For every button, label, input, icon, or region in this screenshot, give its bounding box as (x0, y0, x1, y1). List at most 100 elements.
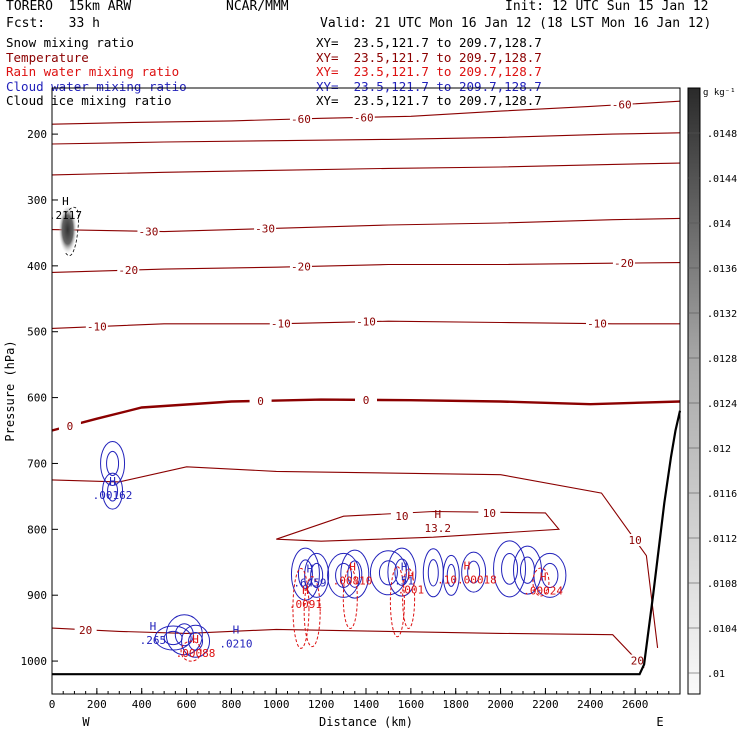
x-tick-label: 2200 (532, 698, 559, 711)
cloud-water-contour (100, 440, 126, 486)
cloud-water-contour (512, 545, 542, 595)
cloud-water-contour (427, 559, 439, 587)
cloud-water-contour (165, 614, 203, 656)
cloud-water-contour (442, 554, 460, 596)
isotherm-line (51, 262, 681, 273)
y-tick-label: 700 (27, 457, 47, 470)
x-tick-label: 400 (132, 698, 152, 711)
init-time: Init: 12 UTC Sun 15 Jan 12 (505, 0, 709, 14)
extremum-marker: H (302, 584, 309, 597)
extremum-value: .6459 (293, 577, 326, 590)
rain-water-contour (402, 567, 416, 629)
isotherm-label: 0 (363, 394, 370, 407)
cloud-water-contour (467, 560, 481, 584)
cloud-water-contour (107, 480, 119, 502)
isotherm-label: -30 (139, 225, 159, 238)
plot-frame (51, 87, 681, 695)
isotherm-label: -10 (271, 318, 291, 331)
x-tick-label: 1000 (263, 698, 290, 711)
west-label: W (82, 715, 90, 729)
forecast-hour: Fcst: 33 h (6, 16, 100, 31)
legend-xy: XY= 23.5,121.7 to 209.7,128.7 (316, 49, 542, 65)
extremum-value: .00810 (333, 575, 373, 588)
org-label: NCAR/MMM (226, 0, 289, 14)
isotherm-label: -10 (587, 318, 607, 331)
isotherm-label-bg (289, 260, 312, 273)
isotherm-label-bg (626, 654, 649, 667)
legend-xy: XY= 23.5,121.7 to 209.7,128.7 (316, 93, 542, 108)
snow-contour (65, 206, 79, 256)
colorbar-tick-label: .0136 (707, 264, 737, 275)
rain-water-contour (180, 640, 202, 662)
colorbar-tick-label: .0116 (707, 489, 737, 500)
isotherm-label-bg (254, 222, 277, 235)
isotherm-line (276, 510, 561, 542)
extremum-marker: H (192, 633, 199, 646)
extremum-marker: H (62, 195, 69, 208)
isotherm-label-bg (58, 419, 81, 432)
isotherm-label-bg (355, 315, 377, 328)
extremum-value: .001 (398, 583, 425, 596)
cloud-water-contour (501, 552, 519, 585)
extremum-marker: H (307, 563, 314, 576)
colorbar-tick-label: .0124 (707, 399, 737, 410)
x-tick-label: 1200 (308, 698, 335, 711)
rain-water-contour (303, 576, 321, 648)
colorbar (687, 87, 701, 695)
cloud-water-contour (394, 558, 410, 586)
isotherm-line (51, 398, 681, 432)
cloud-water-contour (387, 547, 417, 597)
y-tick-label: 400 (27, 260, 47, 273)
cloud-water-contour (174, 623, 194, 647)
isotherm-label-bg (478, 506, 501, 519)
isotherm-label: 0 (67, 420, 74, 433)
isotherm-label: -30 (255, 223, 275, 236)
colorbar-tick-label: .0132 (707, 309, 737, 320)
colorbar-tick-label: .0108 (707, 579, 737, 590)
cloud-water-contour (188, 632, 204, 651)
isotherm-label-bg (269, 317, 292, 330)
cloud-water-contour (327, 552, 361, 598)
extremum-value: .00162 (93, 489, 133, 502)
isotherm-label: -10 (87, 321, 107, 334)
cloud-water-contour (181, 624, 211, 658)
colorbar-unit: g kg⁻¹ (703, 88, 736, 98)
legend-xy: XY= 23.5,121.7 to 209.7,128.7 (316, 64, 542, 79)
cloud-water-contour (290, 547, 320, 601)
rain-water-contour (389, 566, 405, 638)
isotherm-label: -20 (614, 257, 634, 270)
model-title: TORERO 15km ARW (6, 0, 132, 14)
x-tick-label: 200 (87, 698, 107, 711)
cloud-water-contour (297, 559, 313, 589)
isotherm-label-bg (612, 257, 635, 270)
isotherm-line (51, 162, 681, 176)
cloud-water-contour (304, 552, 330, 598)
x-tick-label: 600 (177, 698, 197, 711)
isotherm-label: -10 (356, 316, 376, 329)
terrain-line (52, 410, 682, 676)
colorbar-tick-label: .0144 (707, 174, 737, 185)
legend-label: Temperature (6, 49, 89, 65)
isotherm-line (51, 320, 680, 329)
y-axis-label: Pressure (hPa) (3, 340, 17, 441)
isotherm-label-bg (610, 98, 633, 111)
rain-water-contour (532, 567, 550, 597)
y-tick-label: 200 (27, 128, 47, 141)
extremum-marker: H (109, 475, 116, 488)
isotherm-label-bg (289, 112, 312, 125)
isotherm-label: 20 (631, 655, 644, 668)
isotherm-label: 20 (79, 624, 92, 637)
cloud-water-contour (461, 551, 487, 593)
colorbar-tick-label: .0148 (707, 129, 737, 140)
colorbar-tick-label: .0104 (707, 624, 737, 635)
x-axis-label: Distance (km) (319, 715, 413, 729)
legend-label: Cloud water mixing ratio (6, 78, 187, 94)
isotherm-label: 10 (629, 534, 642, 547)
isotherm-label: 10 (483, 507, 496, 520)
isotherm-line (51, 217, 681, 233)
cloud-water-contour (369, 550, 407, 596)
isotherm-label-bg (137, 225, 160, 238)
isotherm-label-bg (249, 394, 272, 407)
x-tick-label: 2400 (577, 698, 604, 711)
